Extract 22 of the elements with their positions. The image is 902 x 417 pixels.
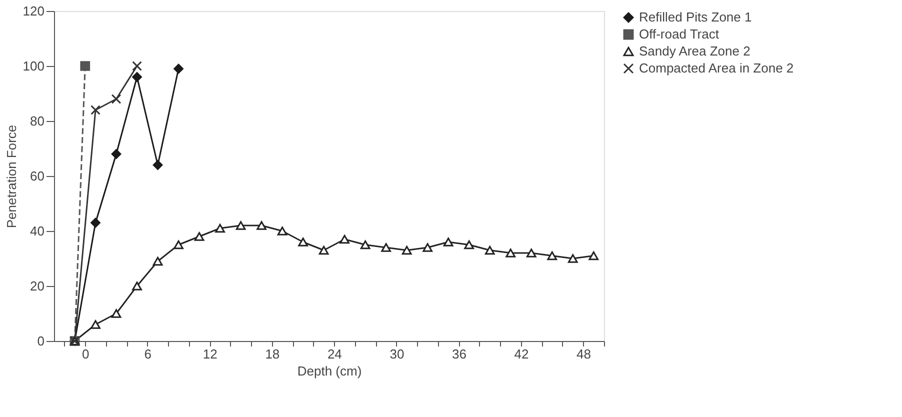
x-tick-label: 6 — [144, 346, 152, 362]
x-tick-label: 36 — [452, 346, 466, 362]
x-tick-label: 0 — [82, 346, 90, 362]
x-axis-title: Depth (cm) — [297, 364, 362, 378]
y-axis-title: Penetration Force — [4, 124, 19, 228]
y-tick-label: 20 — [30, 278, 44, 294]
x-tick-label: 48 — [576, 346, 591, 362]
legend-label: Sandy Area Zone 2 — [639, 44, 750, 58]
y-tick-label: 40 — [30, 224, 44, 238]
y-tick-label: 0 — [37, 334, 44, 348]
x-tick-label: 18 — [265, 346, 280, 362]
legend-label: Refilled Pits Zone 1 — [639, 10, 752, 24]
legend-label: Compacted Area in Zone 2 — [639, 60, 794, 76]
y-tick-label: 80 — [30, 114, 44, 128]
y-tick-label: 100 — [22, 58, 44, 74]
y-tick-label: 60 — [30, 168, 44, 184]
x-tick-label: 42 — [514, 346, 529, 362]
y-tick-label: 120 — [22, 4, 44, 18]
legend-label: Off-road Tract — [639, 26, 720, 42]
x-tick-label: 12 — [202, 346, 218, 362]
x-tick-label: 24 — [327, 346, 342, 362]
x-tick-label: 30 — [390, 346, 404, 362]
